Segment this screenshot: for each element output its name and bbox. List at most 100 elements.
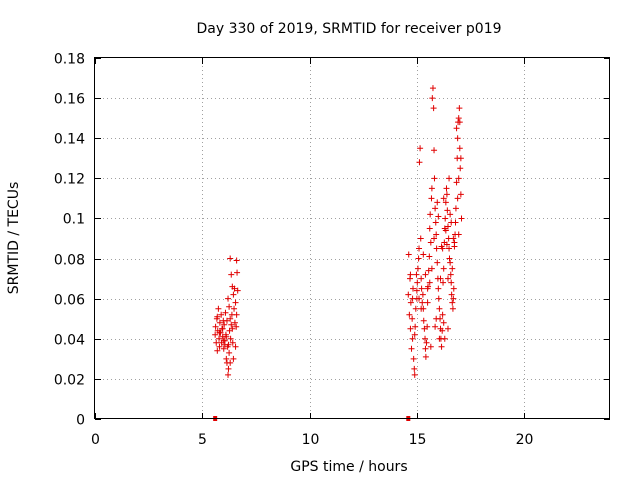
data-point xyxy=(225,371,232,378)
data-point xyxy=(430,105,437,112)
data-point xyxy=(448,219,455,226)
data-point xyxy=(411,365,418,372)
data-point xyxy=(229,283,236,290)
data-point xyxy=(425,267,432,274)
data-point xyxy=(428,195,435,202)
data-point xyxy=(426,225,433,232)
data-point xyxy=(457,165,464,172)
data-point xyxy=(233,311,240,318)
data-point xyxy=(433,245,440,252)
data-point xyxy=(439,311,446,318)
data-point xyxy=(231,305,238,312)
data-point xyxy=(216,319,223,326)
y-axis-label: SRMTID / TECUs xyxy=(6,182,22,295)
data-point xyxy=(232,299,239,306)
data-point xyxy=(437,275,444,282)
data-point xyxy=(424,285,431,292)
data-point xyxy=(423,339,430,346)
data-point xyxy=(422,353,429,360)
data-point xyxy=(414,279,421,286)
data-point xyxy=(431,147,438,154)
data-point xyxy=(428,185,435,192)
data-point xyxy=(409,335,416,342)
data-point xyxy=(428,265,435,272)
data-point xyxy=(435,213,442,220)
y-tick-label: 0.14 xyxy=(54,132,85,148)
data-point xyxy=(420,317,427,324)
data-point xyxy=(427,343,434,350)
data-point xyxy=(443,241,450,248)
data-point xyxy=(407,325,414,332)
data-point xyxy=(411,371,418,378)
data-point xyxy=(225,295,232,302)
data-point xyxy=(429,95,436,102)
data-point xyxy=(442,215,449,222)
data-point xyxy=(418,275,425,282)
data-point xyxy=(433,315,440,322)
data-point xyxy=(440,279,447,286)
data-point xyxy=(407,299,414,306)
data-point xyxy=(216,343,223,350)
data-point xyxy=(228,271,235,278)
data-point xyxy=(441,335,448,342)
data-point xyxy=(444,223,451,230)
data-point xyxy=(222,309,229,316)
x-tick-label: 5 xyxy=(198,432,207,448)
data-point xyxy=(452,205,459,212)
data-point xyxy=(444,207,451,214)
data-point xyxy=(434,259,441,266)
data-point xyxy=(457,155,464,162)
data-point xyxy=(225,341,232,348)
data-point xyxy=(220,337,227,344)
data-point xyxy=(233,257,240,264)
data-point xyxy=(443,185,450,192)
data-point xyxy=(408,345,415,352)
y-tick-label: 0.1 xyxy=(63,212,85,228)
data-point xyxy=(453,125,460,132)
data-point xyxy=(223,317,230,324)
data-point xyxy=(440,195,447,202)
data-point xyxy=(417,145,424,152)
data-point xyxy=(451,239,458,246)
x-axis-label: GPS time / hours xyxy=(290,459,407,475)
data-point xyxy=(405,251,412,258)
data-point xyxy=(232,343,239,350)
data-point xyxy=(227,315,234,322)
data-point xyxy=(440,319,447,326)
data-point xyxy=(223,355,230,362)
data-point xyxy=(436,305,443,312)
data-point xyxy=(449,299,456,306)
data-point xyxy=(429,85,436,92)
data-point xyxy=(442,227,449,234)
data-point xyxy=(413,287,420,294)
data-points xyxy=(212,85,465,421)
data-point xyxy=(410,285,417,292)
data-point xyxy=(446,175,453,182)
data-point xyxy=(454,135,461,142)
data-point xyxy=(435,295,442,302)
data-point xyxy=(212,331,219,338)
data-point xyxy=(422,345,429,352)
y-tick-label: 0.16 xyxy=(54,92,85,108)
data-point xyxy=(214,313,221,320)
data-point xyxy=(234,287,241,294)
data-point xyxy=(228,321,235,328)
y-tick-label: 0.08 xyxy=(54,253,85,269)
data-point xyxy=(415,255,422,262)
data-point xyxy=(444,325,451,332)
data-point xyxy=(233,323,240,330)
data-point xyxy=(417,235,424,242)
data-point xyxy=(427,211,434,218)
data-point xyxy=(450,295,457,302)
data-point xyxy=(219,325,226,332)
y-tick-label: 0 xyxy=(76,413,85,429)
data-point xyxy=(436,335,443,342)
data-point xyxy=(447,271,454,278)
data-point xyxy=(440,265,447,272)
data-point xyxy=(458,215,465,222)
data-point xyxy=(455,175,462,182)
data-point xyxy=(426,279,433,286)
data-point xyxy=(414,265,421,272)
data-point xyxy=(229,325,236,332)
data-point xyxy=(418,305,425,312)
